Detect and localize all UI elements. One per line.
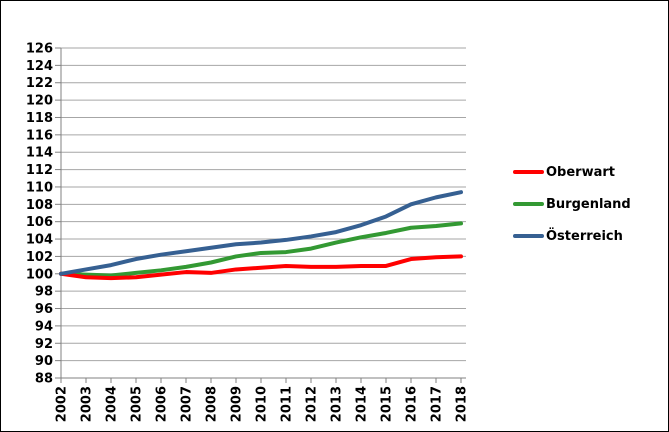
x-axis-label: 2010 (255, 386, 270, 422)
x-axis-label: 2016 (405, 386, 420, 422)
x-axis-label: 2007 (180, 386, 195, 422)
x-axis-label: 2014 (355, 386, 370, 422)
y-axis-label: 118 (26, 111, 53, 126)
x-axis-label: 2009 (230, 386, 245, 422)
legend-label: Österreich (546, 228, 623, 244)
y-axis-label: 100 (26, 267, 53, 282)
legend-line-icon (513, 234, 544, 238)
legend-line-icon (513, 170, 544, 174)
y-axis-label: 106 (26, 215, 53, 230)
legend-line-icon (513, 202, 544, 206)
y-axis-label: 124 (26, 59, 53, 74)
y-axis-label: 116 (26, 128, 53, 143)
x-axis-label: 2004 (105, 386, 120, 422)
y-axis-label: 122 (26, 76, 53, 91)
y-axis-label: 98 (35, 285, 53, 300)
x-axis-label: 2006 (155, 386, 170, 422)
series-line-österreich (59, 190, 463, 276)
y-axis-label: 96 (35, 302, 53, 317)
y-axis-label: 88 (35, 372, 53, 387)
x-axis-label: 2015 (380, 386, 395, 422)
series-line-oberwart (59, 254, 463, 281)
y-axis-label: 114 (26, 146, 53, 161)
legend-item-oberwart: Oberwart (513, 164, 631, 180)
y-axis-label: 108 (26, 198, 53, 213)
y-axis-label: 110 (26, 180, 53, 195)
x-axis-label: 2005 (130, 386, 145, 422)
x-axis-label: 2003 (80, 386, 95, 422)
y-axis-label: 120 (26, 94, 53, 109)
x-axis-label: 2008 (205, 386, 220, 422)
y-axis-label: 112 (26, 163, 53, 178)
legend-item-oesterreich: Österreich (513, 228, 631, 244)
x-axis-label: 2018 (455, 386, 470, 422)
legend-label: Oberwart (546, 164, 615, 180)
series-line-burgenland (59, 221, 463, 278)
y-axis-label: 92 (35, 337, 53, 352)
x-axis-label: 2013 (330, 386, 345, 422)
legend: Oberwart Burgenland Österreich (513, 164, 631, 244)
x-axis-label: 2017 (430, 386, 445, 422)
legend-label: Burgenland (546, 196, 631, 212)
y-axis-label: 90 (35, 354, 53, 369)
x-axis-label: 2002 (55, 386, 70, 422)
y-axis-label: 104 (26, 233, 53, 248)
y-axis-label: 102 (26, 250, 53, 265)
y-axis-label: 126 (26, 42, 53, 57)
y-axis-label: 94 (35, 319, 53, 334)
x-axis-label: 2012 (305, 386, 320, 422)
legend-item-burgenland: Burgenland (513, 196, 631, 212)
x-axis-label: 2011 (280, 386, 295, 422)
